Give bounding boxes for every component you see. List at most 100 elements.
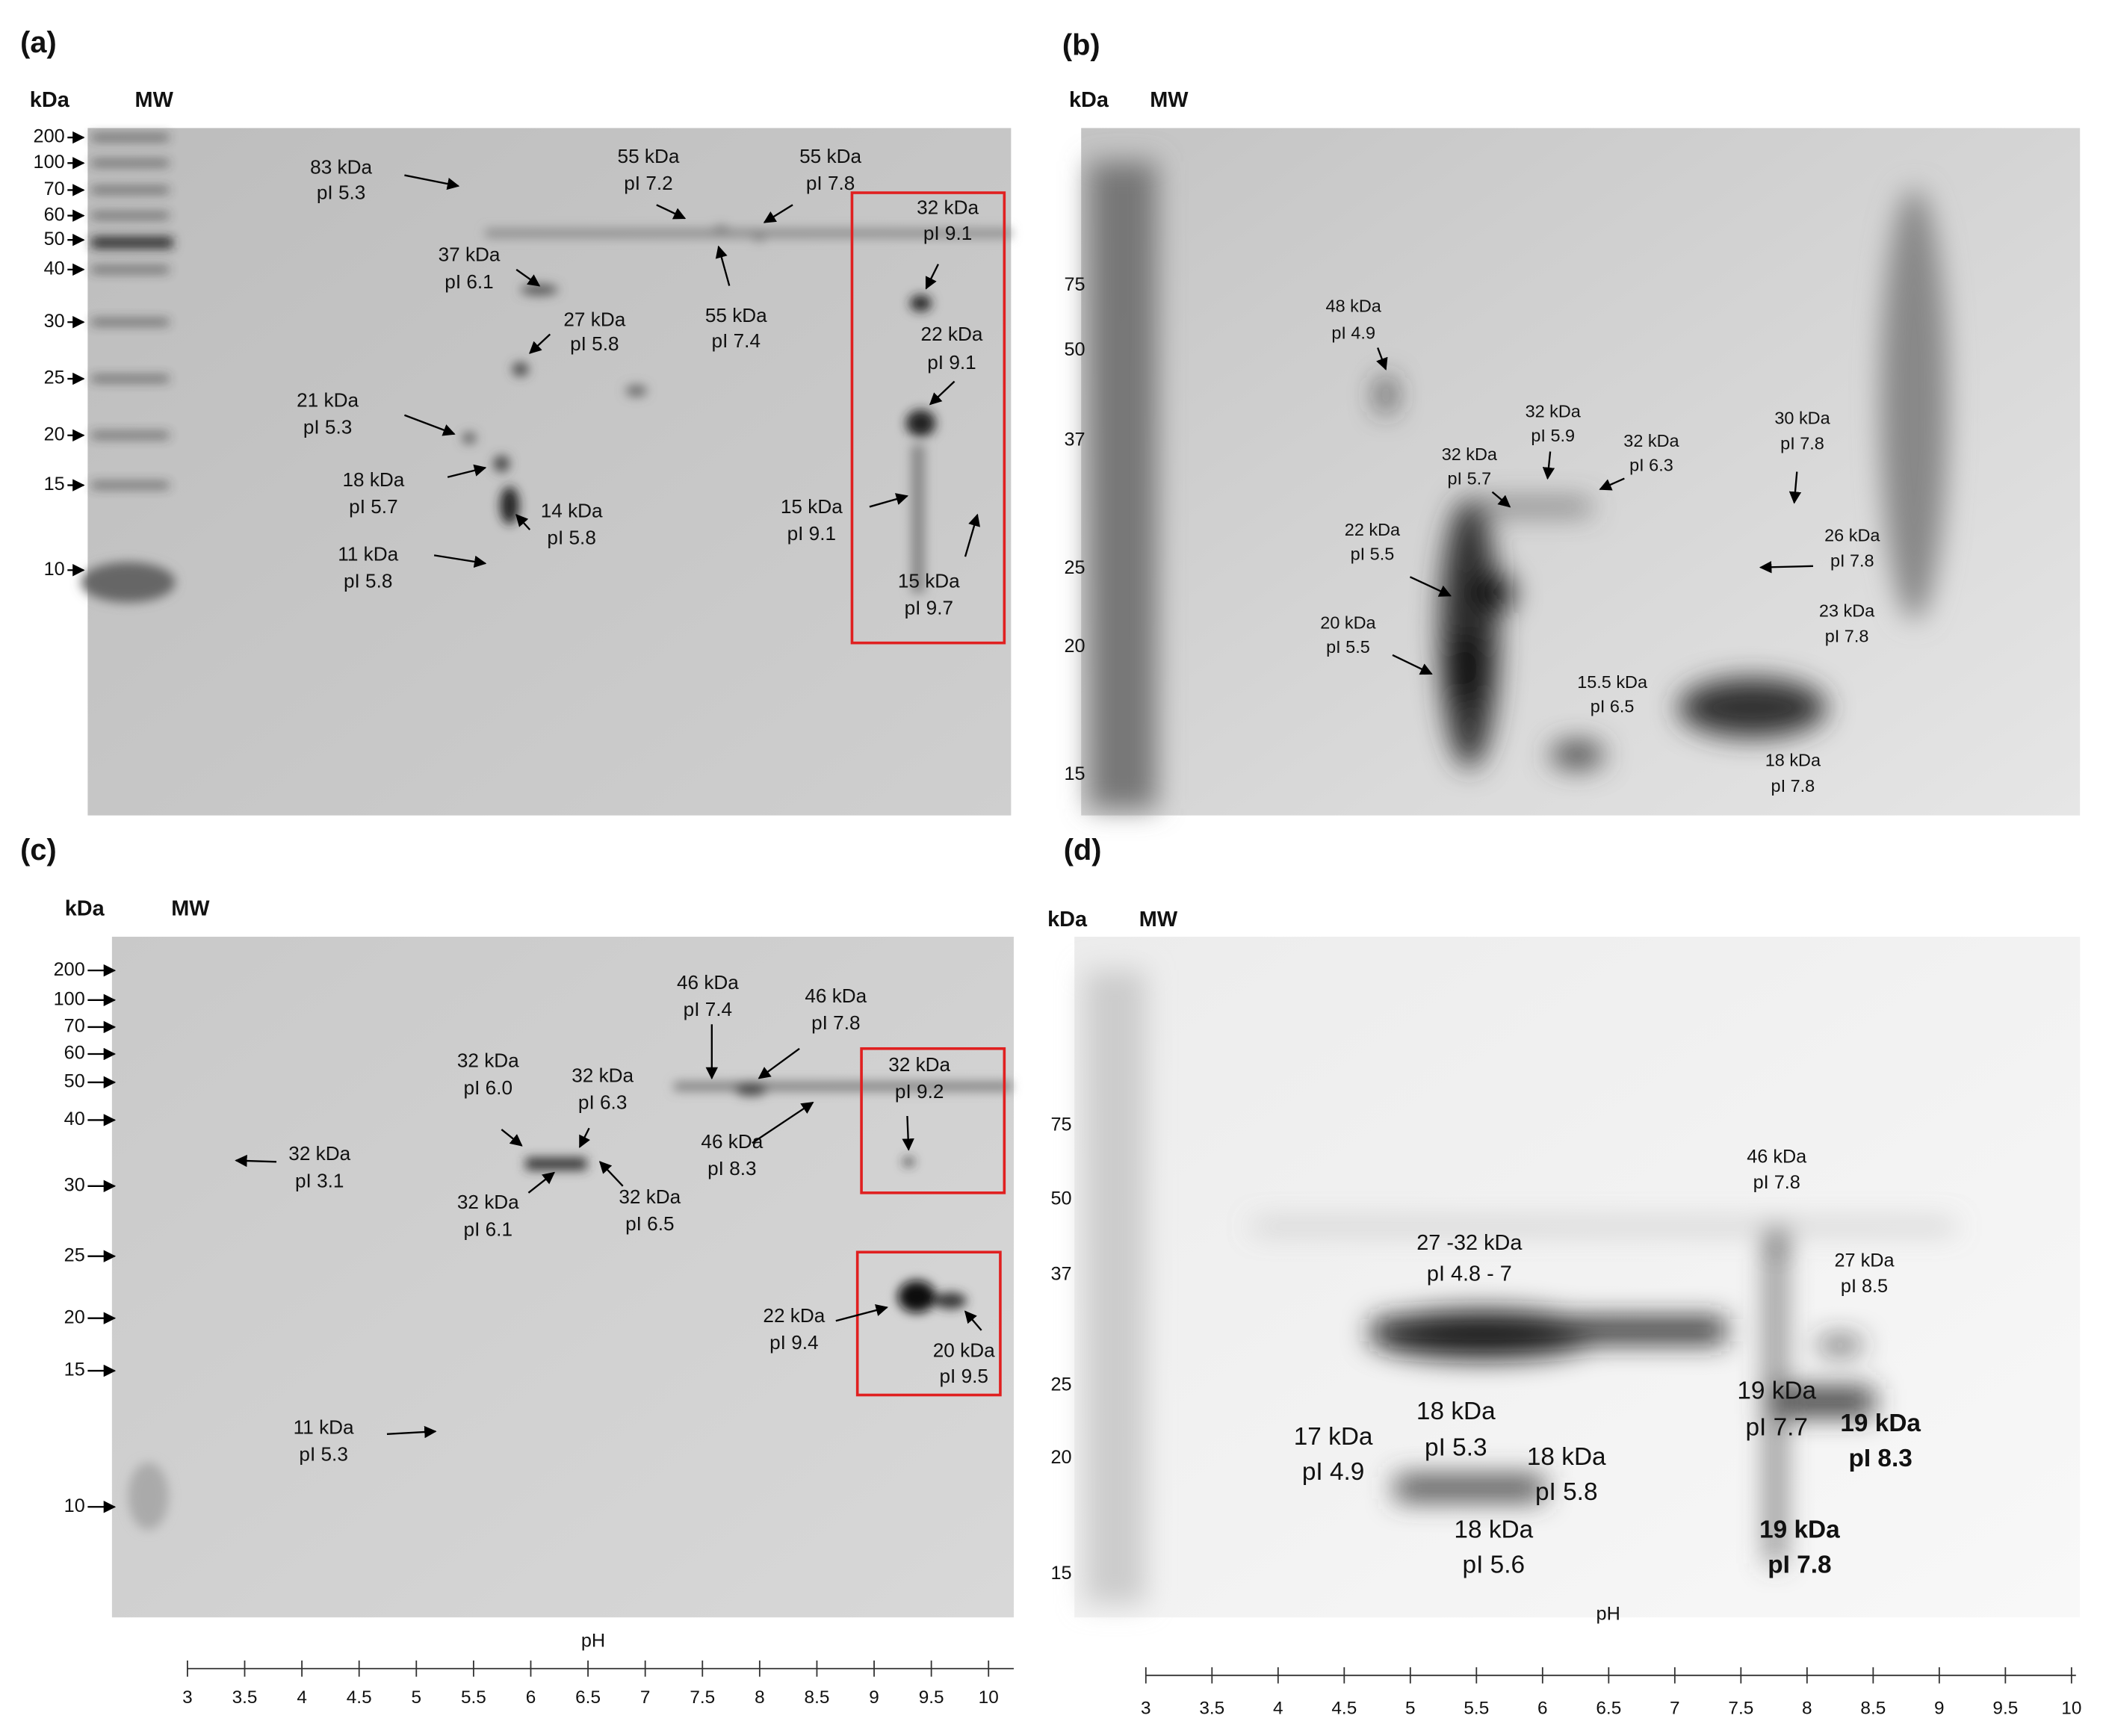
spot-label: 15 kDa — [898, 569, 960, 592]
spot-label: 19 kDa — [1840, 1410, 1921, 1437]
marker-label: 15 — [44, 474, 65, 495]
marker-label: 15 — [64, 1360, 85, 1380]
tick-label: 6 — [526, 1687, 536, 1708]
marker-label: 60 — [44, 204, 65, 225]
marker-label: 15 — [1050, 1563, 1071, 1584]
spot-arrow — [763, 204, 793, 223]
spot-label: 20 kDa — [933, 1339, 995, 1362]
spot-arrow — [386, 1425, 437, 1439]
spot-label: pI 4.9 — [1302, 1458, 1365, 1486]
tick-label: 5.5 — [1464, 1698, 1489, 1718]
axis-title: pH — [1596, 1603, 1620, 1624]
spot-label: pI 5.9 — [1531, 426, 1575, 445]
axis-title: pH — [581, 1630, 605, 1651]
spot-label: 32 kDa — [619, 1185, 681, 1208]
marker-label: 40 — [44, 258, 65, 279]
spot-label: 22 kDa — [1345, 520, 1401, 539]
marker-label: 50 — [64, 1071, 85, 1092]
spot-label: pI 5.8 — [1535, 1478, 1598, 1506]
spot-label: pI 7.8 — [806, 172, 855, 194]
marker-label: 70 — [64, 1016, 85, 1037]
spot-arrow — [758, 1047, 800, 1079]
spot-label: 32 kDa — [457, 1050, 519, 1072]
spot-label: pI 7.2 — [624, 172, 672, 194]
spot-label: pI 8.3 — [707, 1157, 756, 1179]
spot-label: pI 7.4 — [684, 998, 732, 1020]
spot-label: pI 9.2 — [895, 1080, 944, 1103]
spot-label: pI 5.3 — [299, 1443, 347, 1466]
spot-label: pI 7.8 — [1825, 627, 1869, 646]
spot-label: pI 6.3 — [578, 1091, 627, 1114]
marker-label: 60 — [64, 1043, 85, 1064]
spot-arrow — [715, 245, 731, 286]
spot-label: pI 7.8 — [1830, 551, 1874, 571]
tick-label: 9 — [1934, 1698, 1945, 1718]
marker-label: 200 — [34, 126, 65, 147]
marker-label: 50 — [44, 229, 65, 249]
spot-label: 11 kDa — [338, 542, 398, 565]
spot-arrow — [1542, 451, 1555, 480]
marker-label: 30 — [64, 1174, 85, 1195]
spot-label: 32 kDa — [288, 1142, 350, 1165]
spot-label: 18 kDa — [1454, 1516, 1533, 1544]
lane-label: MW — [171, 897, 210, 921]
spot-label: pI 7.7 — [1745, 1413, 1808, 1441]
spot-arrow — [598, 1161, 624, 1187]
tick-label: 10 — [2061, 1698, 2081, 1718]
panel-label: (d) — [1064, 834, 1102, 867]
spot-label: pI 8.5 — [1841, 1276, 1888, 1297]
spot-label: pI 7.8 — [811, 1011, 860, 1034]
spot-label: pI 7.8 — [1768, 1551, 1831, 1578]
marker-label: 25 — [44, 368, 65, 388]
tick-label: 4 — [297, 1687, 307, 1708]
spot-arrow — [501, 1129, 523, 1147]
spot-label: 22 kDa — [921, 323, 983, 345]
tick-label: 4.5 — [347, 1687, 372, 1708]
spot-label: 15.5 kDa — [1577, 672, 1648, 692]
tick-label: 7 — [1670, 1698, 1680, 1718]
spot-label: 32 kDa — [917, 196, 979, 219]
spot-label: pI 5.7 — [349, 495, 397, 518]
spot-label: 26 kDa — [1824, 525, 1880, 545]
marker-label: 25 — [64, 1244, 85, 1265]
spot-label: pI 9.1 — [923, 222, 972, 244]
spot-label: 55 kDa — [705, 304, 767, 326]
spot-label: pI 6.3 — [1629, 455, 1673, 474]
spot-arrow — [1788, 471, 1802, 504]
tick-label: 3.5 — [232, 1687, 258, 1708]
spot-label: 32 kDa — [1623, 431, 1679, 450]
spot-label: pI 6.5 — [625, 1212, 674, 1235]
spot-label: 48 kDa — [1326, 297, 1382, 316]
marker-label: 200 — [54, 959, 85, 980]
tick-label: 8.5 — [805, 1687, 830, 1708]
tick-label: 9 — [869, 1687, 879, 1708]
tick-label: 4.5 — [1331, 1698, 1357, 1718]
spot-label: pI 9.1 — [927, 351, 976, 373]
spot-label: pI 5.7 — [1448, 469, 1492, 489]
tick-label: 4 — [1273, 1698, 1283, 1718]
spot-arrow — [433, 554, 487, 568]
marker-label: 37 — [1065, 430, 1085, 450]
spot-label: 18 kDa — [1765, 751, 1821, 770]
spot-label: 46 kDa — [1747, 1147, 1807, 1168]
marker-label: 20 — [64, 1306, 85, 1327]
spot-arrow — [1392, 654, 1433, 675]
spot-label: pI 6.5 — [1591, 696, 1635, 716]
panel: (c) kDa MW 200 100 70 60 50 40 30 25 20 15 10 32 kDa pI… — [20, 834, 1014, 1708]
tick-label: 7.5 — [690, 1687, 715, 1708]
marker-label: 20 — [44, 424, 65, 444]
spot-label: 18 kDa — [1527, 1443, 1606, 1471]
spot-label: pI 3.1 — [295, 1169, 344, 1191]
spot-label: 23 kDa — [1819, 601, 1875, 620]
spot-label: 27 -32 kDa — [1416, 1231, 1523, 1255]
spot-label: pI 9.1 — [787, 522, 836, 545]
spot-label: 15 kDa — [781, 495, 843, 518]
spot-label: pI 5.5 — [1326, 637, 1370, 657]
spot-label: 17 kDa — [1294, 1423, 1373, 1451]
spot-label: 14 kDa — [541, 500, 603, 522]
spot-label: pI 5.8 — [344, 569, 392, 592]
spot-label: 32 kDa — [572, 1064, 634, 1087]
spot-arrow — [964, 1310, 982, 1331]
spot-label: pI 9.7 — [905, 596, 953, 619]
spot-label: pI 6.1 — [464, 1218, 512, 1240]
